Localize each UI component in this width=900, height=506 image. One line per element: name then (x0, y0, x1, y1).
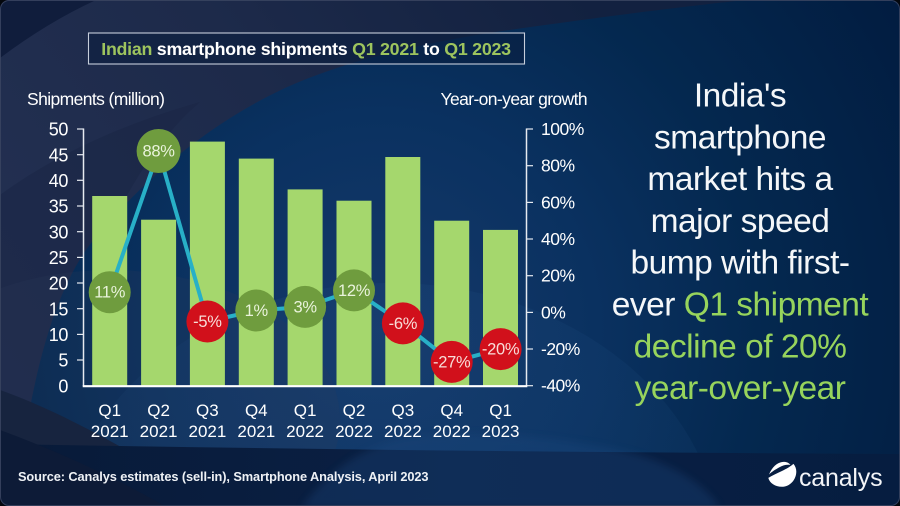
svg-text:Q1: Q1 (489, 401, 512, 420)
svg-text:12%: 12% (338, 282, 371, 300)
svg-text:100%: 100% (541, 119, 584, 139)
svg-text:-27%: -27% (433, 353, 471, 371)
svg-text:2022: 2022 (384, 422, 422, 441)
svg-text:2022: 2022 (286, 422, 324, 441)
svg-text:0%: 0% (541, 302, 565, 322)
svg-text:50: 50 (49, 120, 69, 140)
svg-text:major speed: major speed (651, 203, 830, 240)
svg-text:Q3: Q3 (392, 401, 415, 420)
svg-text:Q2: Q2 (343, 401, 366, 420)
svg-text:canalys: canalys (799, 464, 882, 492)
svg-text:smartphone: smartphone (654, 119, 826, 156)
svg-text:15: 15 (49, 299, 69, 319)
svg-text:5: 5 (58, 351, 68, 371)
svg-text:2022: 2022 (335, 422, 373, 441)
svg-text:Q1: Q1 (98, 401, 121, 420)
svg-text:88%: 88% (143, 143, 176, 161)
svg-text:-6%: -6% (389, 315, 418, 333)
svg-text:25: 25 (49, 248, 69, 268)
svg-text:10: 10 (49, 325, 69, 345)
svg-text:2021: 2021 (91, 422, 129, 441)
svg-text:Source: Canalys estimates (sel: Source: Canalys estimates (sell-in), Sma… (18, 469, 428, 484)
svg-text:year-over-year: year-over-year (635, 370, 846, 407)
svg-text:decline of 20%: decline of 20% (634, 328, 847, 365)
svg-text:Q1: Q1 (294, 401, 317, 420)
svg-text:45: 45 (49, 145, 69, 165)
svg-text:30: 30 (49, 222, 69, 242)
svg-text:Year-on-year growth: Year-on-year growth (440, 89, 587, 109)
svg-text:2021: 2021 (237, 422, 275, 441)
svg-text:-40%: -40% (541, 376, 580, 396)
svg-text:11%: 11% (94, 284, 126, 302)
svg-text:40%: 40% (541, 229, 575, 249)
svg-text:3%: 3% (293, 298, 317, 316)
svg-text:Q4: Q4 (245, 401, 268, 420)
svg-text:market hits a: market hits a (647, 161, 833, 198)
svg-text:Q4: Q4 (440, 401, 463, 420)
svg-text:-20%: -20% (541, 339, 580, 359)
svg-text:Q2: Q2 (147, 401, 170, 420)
svg-text:India's: India's (694, 78, 786, 115)
svg-text:1%: 1% (245, 302, 269, 320)
svg-text:Shipments (million): Shipments (million) (27, 89, 164, 109)
svg-text:20%: 20% (541, 266, 575, 286)
svg-text:2021: 2021 (188, 422, 226, 441)
svg-text:0: 0 (58, 376, 68, 396)
svg-text:ever Q1 shipment: ever Q1 shipment (612, 287, 870, 324)
svg-text:2022: 2022 (433, 422, 471, 441)
svg-text:40: 40 (49, 171, 69, 191)
svg-text:-20%: -20% (482, 341, 520, 359)
svg-text:80%: 80% (541, 156, 575, 176)
svg-text:20: 20 (49, 274, 69, 294)
svg-text:2023: 2023 (482, 422, 520, 441)
svg-text:Q3: Q3 (196, 401, 219, 420)
svg-text:Indian smartphone shipments Q1: Indian smartphone shipments Q1 2021 to Q… (101, 39, 511, 59)
svg-text:2021: 2021 (140, 422, 178, 441)
svg-text:-5%: -5% (193, 313, 222, 331)
svg-text:35: 35 (49, 197, 69, 217)
svg-text:bump with first-: bump with first- (630, 245, 849, 282)
svg-text:60%: 60% (541, 192, 575, 212)
